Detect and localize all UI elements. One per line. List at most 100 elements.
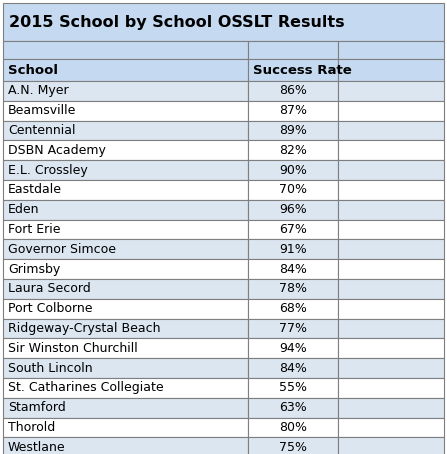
FancyBboxPatch shape [338, 437, 444, 454]
Text: 77%: 77% [279, 322, 307, 335]
FancyBboxPatch shape [248, 180, 338, 200]
FancyBboxPatch shape [248, 319, 338, 338]
Text: Governor Simcoe: Governor Simcoe [8, 243, 116, 256]
FancyBboxPatch shape [248, 59, 338, 81]
Text: Sir Winston Churchill: Sir Winston Churchill [8, 342, 138, 355]
Text: 82%: 82% [279, 144, 307, 157]
Text: A.N. Myer: A.N. Myer [8, 84, 69, 98]
Text: 90%: 90% [279, 163, 307, 177]
FancyBboxPatch shape [338, 81, 444, 101]
Text: 63%: 63% [279, 401, 307, 414]
FancyBboxPatch shape [248, 279, 338, 299]
Text: 67%: 67% [279, 223, 307, 236]
FancyBboxPatch shape [338, 59, 444, 81]
FancyBboxPatch shape [3, 259, 248, 279]
Text: 89%: 89% [279, 124, 307, 137]
FancyBboxPatch shape [248, 338, 338, 358]
Text: Ridgeway-Crystal Beach: Ridgeway-Crystal Beach [8, 322, 160, 335]
FancyBboxPatch shape [248, 140, 338, 160]
Text: 80%: 80% [279, 421, 307, 434]
FancyBboxPatch shape [248, 358, 338, 378]
Text: Eden: Eden [8, 203, 39, 216]
Text: 70%: 70% [279, 183, 307, 197]
Text: Centennial: Centennial [8, 124, 76, 137]
FancyBboxPatch shape [248, 437, 338, 454]
FancyBboxPatch shape [248, 398, 338, 418]
FancyBboxPatch shape [248, 378, 338, 398]
FancyBboxPatch shape [338, 319, 444, 338]
FancyBboxPatch shape [3, 279, 248, 299]
FancyBboxPatch shape [248, 418, 338, 437]
Text: 96%: 96% [279, 203, 307, 216]
FancyBboxPatch shape [248, 41, 338, 59]
FancyBboxPatch shape [3, 319, 248, 338]
FancyBboxPatch shape [338, 121, 444, 140]
FancyBboxPatch shape [3, 220, 248, 239]
FancyBboxPatch shape [248, 299, 338, 319]
FancyBboxPatch shape [338, 160, 444, 180]
Text: 91%: 91% [279, 243, 307, 256]
FancyBboxPatch shape [3, 200, 248, 220]
FancyBboxPatch shape [248, 160, 338, 180]
Text: 86%: 86% [279, 84, 307, 98]
Text: Eastdale: Eastdale [8, 183, 62, 197]
FancyBboxPatch shape [338, 41, 444, 59]
FancyBboxPatch shape [3, 81, 248, 101]
Text: 2015 School by School OSSLT Results: 2015 School by School OSSLT Results [9, 15, 345, 30]
FancyBboxPatch shape [3, 437, 248, 454]
FancyBboxPatch shape [3, 160, 248, 180]
Text: 55%: 55% [279, 381, 307, 395]
Text: St. Catharines Collegiate: St. Catharines Collegiate [8, 381, 164, 395]
Text: 78%: 78% [279, 282, 307, 296]
FancyBboxPatch shape [3, 418, 248, 437]
FancyBboxPatch shape [248, 101, 338, 121]
FancyBboxPatch shape [3, 239, 248, 259]
Text: Beamsville: Beamsville [8, 104, 76, 117]
FancyBboxPatch shape [3, 3, 444, 41]
FancyBboxPatch shape [338, 259, 444, 279]
Text: Thorold: Thorold [8, 421, 55, 434]
FancyBboxPatch shape [338, 140, 444, 160]
Text: Grimsby: Grimsby [8, 262, 60, 276]
FancyBboxPatch shape [248, 121, 338, 140]
FancyBboxPatch shape [248, 259, 338, 279]
FancyBboxPatch shape [338, 239, 444, 259]
Text: 84%: 84% [279, 361, 307, 375]
Text: 84%: 84% [279, 262, 307, 276]
Text: Laura Secord: Laura Secord [8, 282, 91, 296]
FancyBboxPatch shape [248, 81, 338, 101]
Text: 75%: 75% [279, 441, 307, 454]
Text: School: School [8, 64, 58, 77]
Text: Port Colborne: Port Colborne [8, 302, 93, 315]
FancyBboxPatch shape [3, 358, 248, 378]
Text: Success Rate: Success Rate [253, 64, 352, 77]
FancyBboxPatch shape [338, 398, 444, 418]
FancyBboxPatch shape [3, 101, 248, 121]
FancyBboxPatch shape [248, 220, 338, 239]
FancyBboxPatch shape [3, 299, 248, 319]
Text: Fort Erie: Fort Erie [8, 223, 60, 236]
FancyBboxPatch shape [3, 41, 248, 59]
Text: DSBN Academy: DSBN Academy [8, 144, 106, 157]
FancyBboxPatch shape [3, 338, 248, 358]
FancyBboxPatch shape [338, 279, 444, 299]
Text: Stamford: Stamford [8, 401, 66, 414]
FancyBboxPatch shape [338, 338, 444, 358]
FancyBboxPatch shape [338, 418, 444, 437]
FancyBboxPatch shape [248, 200, 338, 220]
FancyBboxPatch shape [3, 140, 248, 160]
FancyBboxPatch shape [3, 121, 248, 140]
Text: Westlane: Westlane [8, 441, 66, 454]
Text: 68%: 68% [279, 302, 307, 315]
FancyBboxPatch shape [338, 200, 444, 220]
Text: 94%: 94% [279, 342, 307, 355]
Text: 87%: 87% [279, 104, 307, 117]
FancyBboxPatch shape [248, 239, 338, 259]
FancyBboxPatch shape [3, 398, 248, 418]
FancyBboxPatch shape [3, 180, 248, 200]
FancyBboxPatch shape [3, 378, 248, 398]
Text: South Lincoln: South Lincoln [8, 361, 93, 375]
FancyBboxPatch shape [338, 220, 444, 239]
FancyBboxPatch shape [338, 180, 444, 200]
FancyBboxPatch shape [3, 59, 248, 81]
